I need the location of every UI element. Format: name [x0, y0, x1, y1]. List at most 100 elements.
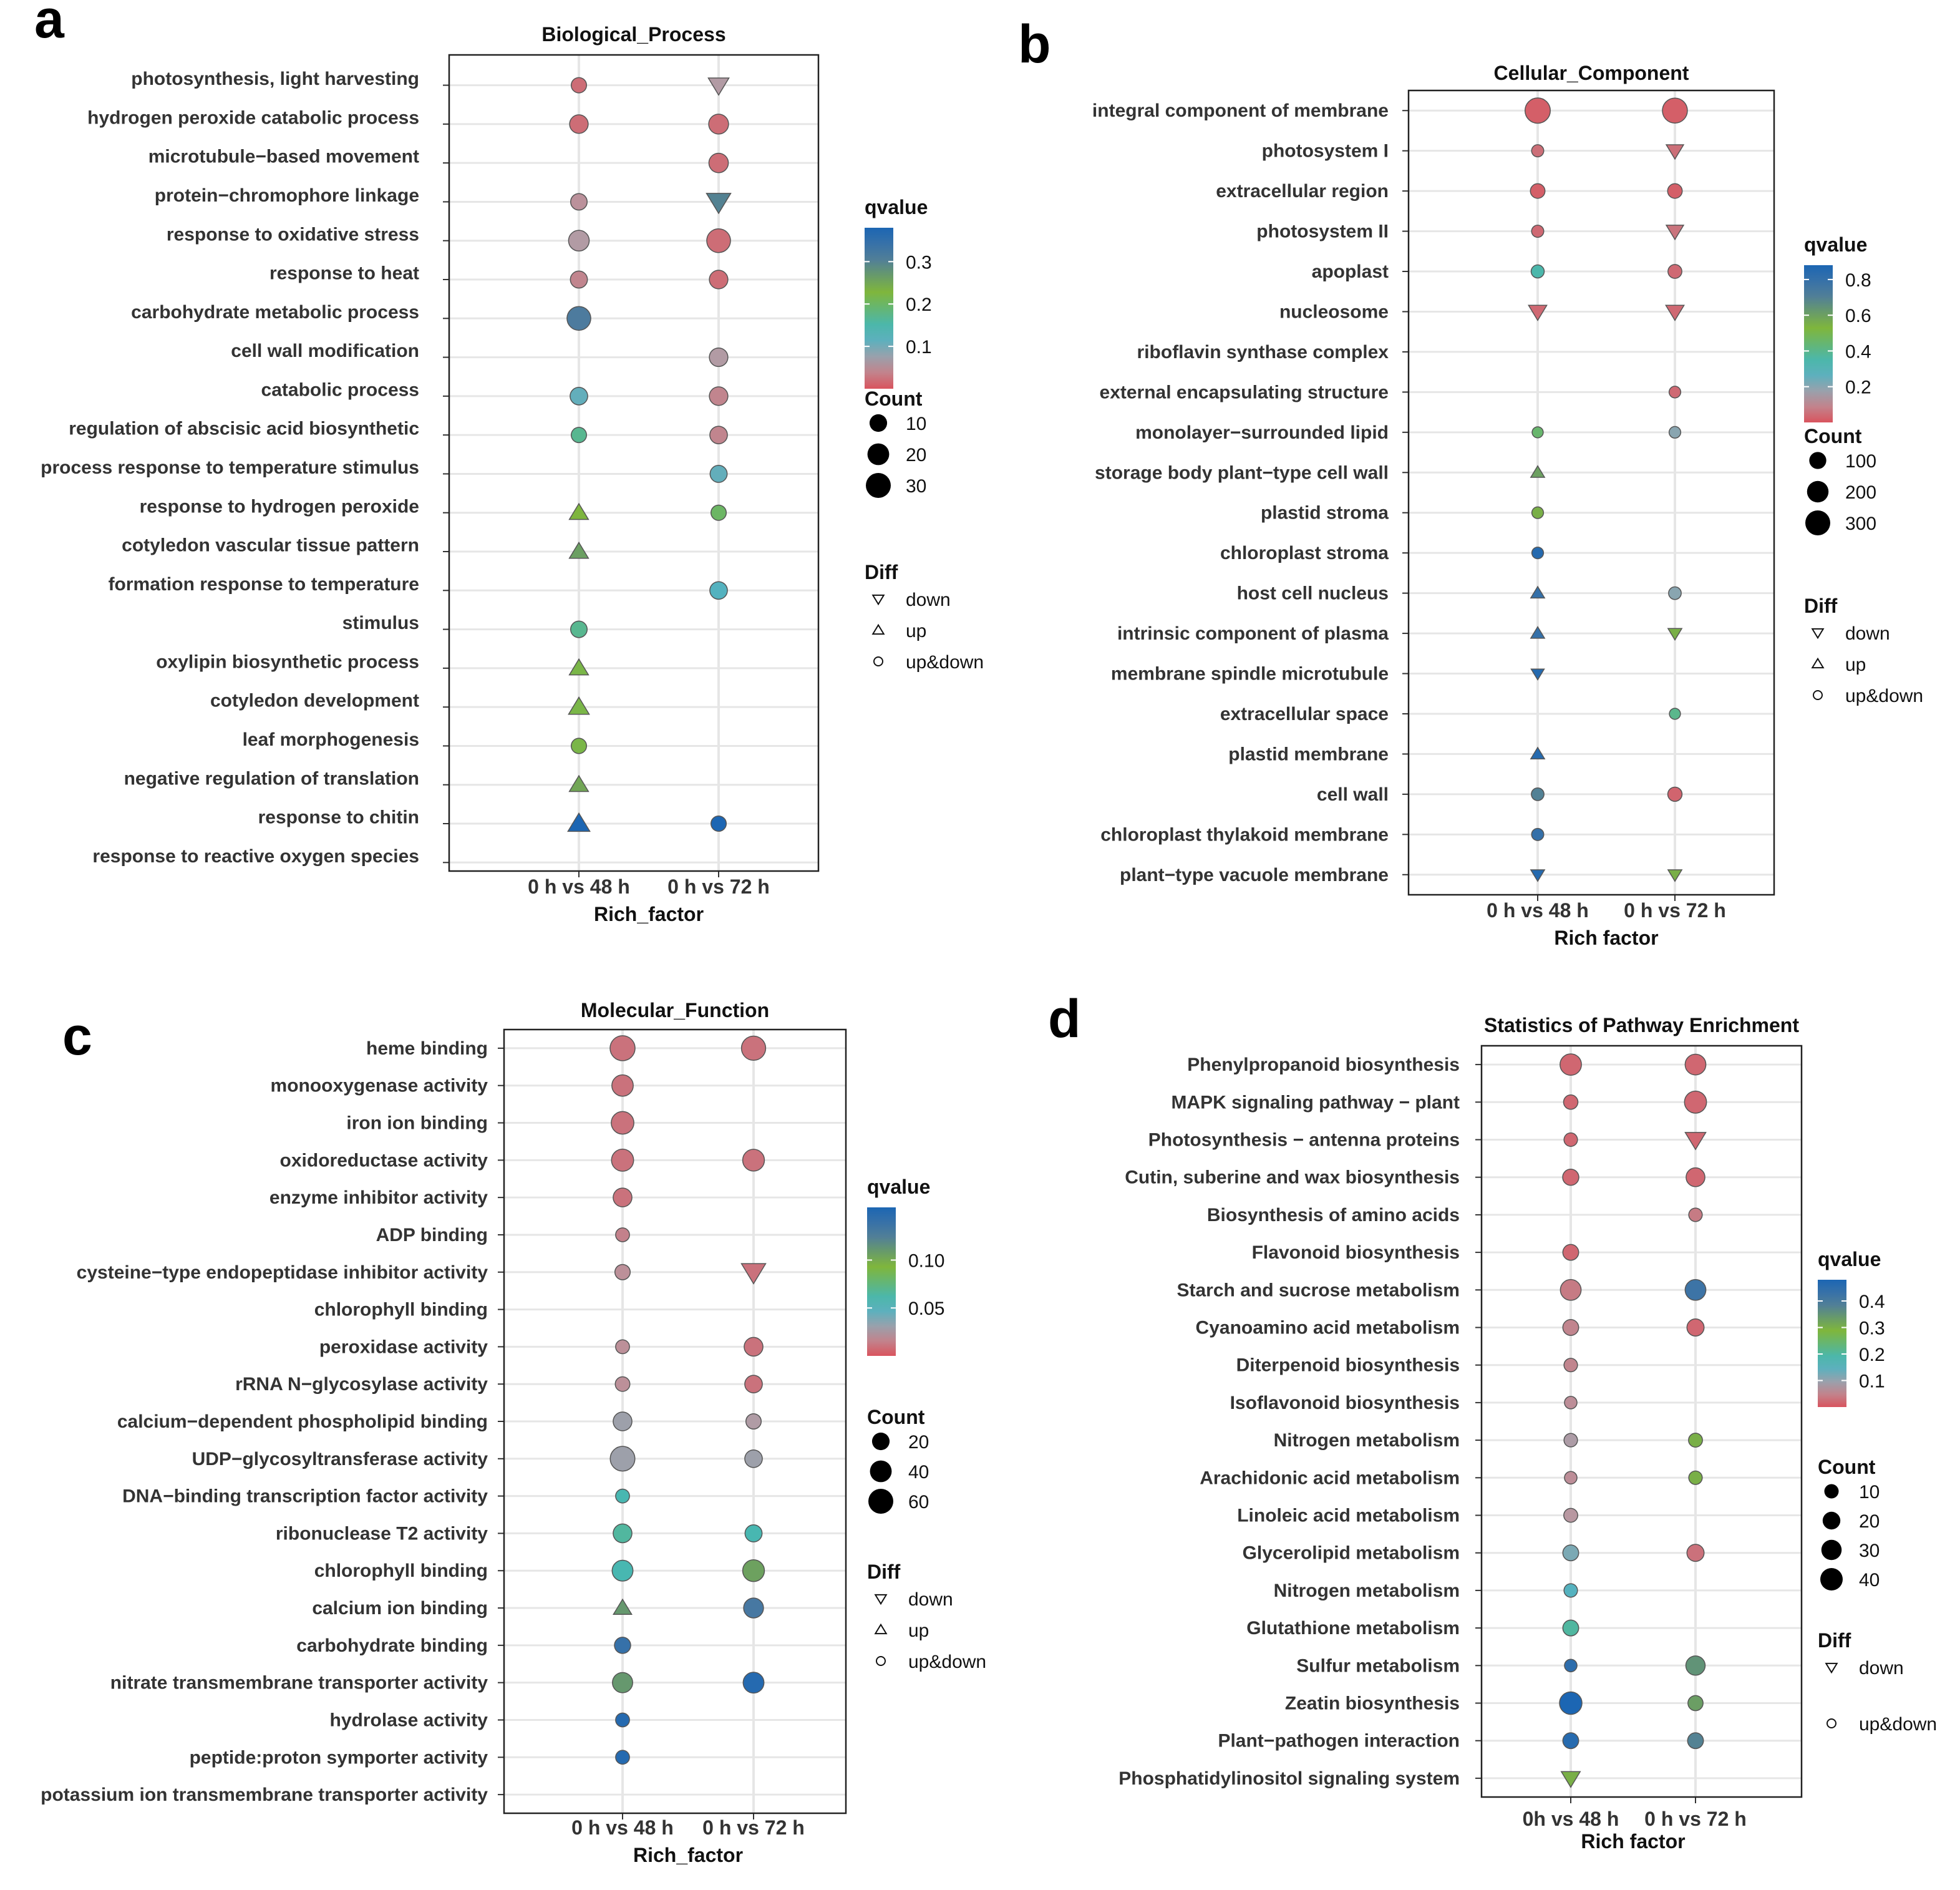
term-label: Arachidonic acid metabolism — [1200, 1468, 1460, 1488]
colorbar-tick-label: 0.10 — [908, 1250, 944, 1271]
data-point — [614, 1637, 631, 1654]
data-point — [1668, 586, 1682, 600]
data-point — [1563, 1132, 1578, 1147]
term-label: Diterpenoid biosynthesis — [1236, 1355, 1460, 1376]
data-point — [1531, 827, 1545, 841]
x-tick-label: 0 h vs 48 h — [528, 875, 630, 898]
data-point — [1667, 786, 1683, 802]
term-label: photosystem I — [1262, 141, 1389, 162]
term-label: cotyledon development — [210, 691, 419, 711]
data-point — [568, 502, 589, 520]
data-point — [1530, 869, 1546, 882]
colorbar-tick-label: 0.2 — [1859, 1345, 1885, 1365]
data-point — [1530, 668, 1545, 681]
panel-letter: b — [1018, 14, 1051, 74]
plot-frame — [503, 1028, 847, 1814]
term-label: chlorophyll binding — [314, 1561, 488, 1581]
data-point — [612, 1672, 633, 1693]
diff-legend-label: down — [1859, 1658, 1904, 1678]
count-legend-dot — [868, 1489, 893, 1514]
count-legend-title: Count — [867, 1406, 925, 1428]
count-legend-label: 10 — [1859, 1482, 1880, 1503]
term-label: photosystem II — [1256, 222, 1389, 242]
colorbar-tick-label: 0.1 — [1859, 1371, 1885, 1392]
data-point — [1665, 304, 1685, 321]
term-label: oxylipin biosynthetic process — [156, 651, 419, 672]
data-point — [570, 270, 588, 289]
data-point — [706, 228, 731, 253]
term-label: Glutathione metabolism — [1246, 1618, 1460, 1639]
count-legend-label: 100 — [1845, 451, 1876, 472]
data-point — [1665, 144, 1685, 160]
data-point — [707, 77, 730, 96]
diff-legend-shape — [874, 1623, 888, 1635]
data-point — [1530, 264, 1545, 279]
qvalue-legend-title: qvalue — [867, 1176, 930, 1198]
term-label: calcium ion binding — [312, 1598, 488, 1619]
data-point — [744, 1449, 763, 1468]
count-legend-label: 60 — [908, 1492, 929, 1512]
term-label: Glycerolipid metabolism — [1243, 1543, 1460, 1564]
term-label: protein−chromophore linkage — [155, 185, 419, 206]
data-point — [1688, 1433, 1703, 1448]
count-legend-label: 20 — [908, 1432, 929, 1453]
term-label: plastid membrane — [1228, 744, 1389, 764]
plot-title: Statistics of Pathway Enrichment — [1484, 1014, 1799, 1036]
term-label: rRNA N−glycosylase activity — [235, 1374, 488, 1395]
plot-frame — [1407, 89, 1775, 896]
diff-legend-label: down — [908, 1589, 953, 1610]
data-point — [609, 1446, 636, 1472]
data-point — [1684, 1090, 1707, 1114]
term-label: Cutin, suberine and wax biosynthesis — [1125, 1167, 1460, 1188]
term-label: process response to temperature stimulus — [41, 457, 419, 478]
term-label: Phenylpropanoid biosynthesis — [1187, 1055, 1460, 1075]
data-point — [1563, 1358, 1578, 1373]
term-label: carbohydrate metabolic process — [131, 302, 419, 323]
term-label: chloroplast stroma — [1220, 543, 1389, 563]
data-point — [1562, 1619, 1579, 1637]
term-label: potassium ion transmembrane transporter … — [41, 1785, 488, 1805]
term-label: response to oxidative stress — [167, 224, 419, 245]
data-point — [1525, 97, 1551, 124]
term-label: calcium−dependent phospholipid binding — [117, 1411, 488, 1432]
data-point — [1667, 183, 1683, 199]
qvalue-colorbar — [867, 1207, 896, 1356]
term-label: cotyledon vascular tissue pattern — [122, 535, 419, 556]
term-label: integral component of membrane — [1092, 100, 1389, 121]
count-legend-label: 40 — [908, 1462, 929, 1483]
count-legend-dot — [867, 443, 890, 465]
count-legend-label: 30 — [1859, 1541, 1880, 1561]
colorbar-tick-label: 0.05 — [908, 1298, 944, 1319]
x-axis-title: Rich_factor — [633, 1844, 743, 1866]
data-point — [614, 1264, 631, 1280]
term-label: DNA−binding transcription factor activit… — [122, 1486, 488, 1507]
diff-legend-label: up&down — [906, 652, 984, 673]
x-tick-label: 0 h vs 72 h — [702, 1816, 805, 1839]
term-label: riboflavin synthase complex — [1137, 342, 1389, 363]
diff-legend-label: up&down — [1845, 686, 1923, 706]
qvalue-colorbar — [865, 228, 893, 389]
count-legend-dot — [866, 473, 891, 498]
qvalue-colorbar — [1804, 265, 1833, 422]
plot-frame — [1480, 1045, 1803, 1798]
data-point — [1563, 1433, 1578, 1448]
x-tick-label: 0 h vs 72 h — [1644, 1808, 1747, 1830]
diff-legend-shape — [1813, 690, 1823, 700]
data-point — [1687, 1732, 1704, 1750]
qvalue-colorbar — [1818, 1280, 1846, 1407]
data-point — [609, 1035, 636, 1061]
data-point — [611, 1559, 634, 1582]
diff-legend-shape — [871, 594, 885, 606]
count-legend-dot — [871, 1432, 890, 1451]
data-point — [1684, 1132, 1707, 1151]
data-point — [613, 1187, 633, 1207]
data-point — [614, 1376, 631, 1392]
data-point — [709, 465, 728, 483]
data-point — [1563, 1583, 1578, 1598]
data-point — [1562, 1732, 1579, 1750]
data-point — [1686, 1544, 1705, 1562]
term-label: Zeatin biosynthesis — [1285, 1693, 1460, 1714]
data-point — [1531, 426, 1544, 439]
term-label: apoplast — [1312, 261, 1389, 282]
data-point — [611, 1074, 634, 1097]
